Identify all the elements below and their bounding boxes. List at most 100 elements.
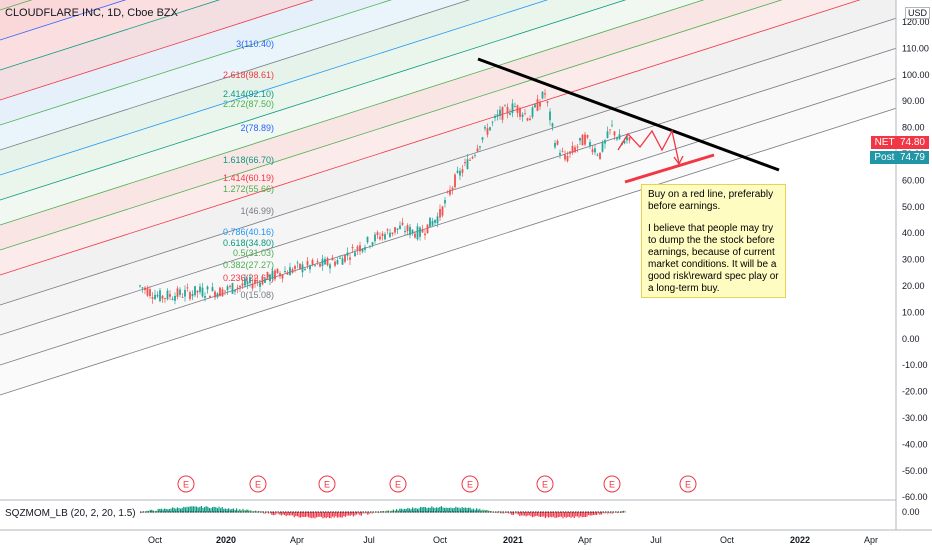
earnings-marker[interactable] bbox=[249, 475, 267, 493]
candle-body bbox=[589, 142, 591, 147]
candle-body bbox=[236, 287, 239, 289]
candle-body bbox=[481, 137, 484, 140]
histogram-bar bbox=[319, 512, 321, 517]
candle-body bbox=[154, 294, 156, 300]
price-axis[interactable]: 120.00110.00100.0090.0080.0070.0060.0050… bbox=[895, 0, 932, 550]
candle-body bbox=[439, 208, 441, 218]
candle-body bbox=[446, 191, 449, 193]
histogram-bar bbox=[404, 508, 406, 513]
indicator-label[interactable]: SQZMOM_LB (20, 2, 20, 1.5) bbox=[5, 508, 136, 519]
earnings-marker[interactable] bbox=[177, 475, 195, 493]
histogram-bar bbox=[175, 508, 177, 513]
histogram-bar bbox=[176, 507, 178, 513]
candle-body bbox=[266, 271, 269, 278]
histogram-bar bbox=[559, 512, 561, 517]
support-line[interactable] bbox=[624, 153, 715, 184]
histogram-bar bbox=[340, 512, 342, 518]
fib-level-label: 2.414(92.10) bbox=[223, 89, 274, 99]
histogram-bar bbox=[474, 509, 476, 513]
currency-label[interactable]: USD bbox=[905, 7, 931, 19]
histogram-bar bbox=[613, 512, 615, 513]
fib-level-label: 1.272(55.66) bbox=[223, 184, 274, 194]
time-axis-label: 2020 bbox=[216, 535, 236, 545]
candle-body bbox=[623, 140, 626, 144]
histogram-bar bbox=[581, 512, 583, 518]
histogram-bar bbox=[458, 507, 460, 513]
text-note[interactable]: Buy on a red line, preferably before ear… bbox=[641, 184, 786, 298]
earnings-marker[interactable] bbox=[461, 475, 479, 493]
candle-body bbox=[586, 135, 589, 138]
candle-body bbox=[294, 265, 296, 270]
histogram-bar bbox=[250, 510, 252, 513]
price-axis-label: 60.00 bbox=[902, 175, 925, 185]
candle-body bbox=[419, 227, 421, 237]
price-axis-label: 90.00 bbox=[902, 96, 925, 106]
histogram-bar bbox=[354, 512, 356, 516]
histogram-bar bbox=[224, 508, 226, 513]
histogram-bar bbox=[527, 512, 529, 516]
candle-body bbox=[334, 261, 336, 266]
trendline[interactable] bbox=[477, 57, 780, 172]
histogram-bar bbox=[264, 512, 266, 515]
histogram-bar bbox=[240, 510, 242, 513]
histogram-bar bbox=[583, 512, 585, 517]
histogram-bar bbox=[146, 510, 148, 513]
candle-body bbox=[234, 290, 236, 292]
fib-level-label: 0.786(40.16) bbox=[223, 227, 274, 237]
histogram-bar bbox=[407, 507, 409, 513]
histogram-bar bbox=[295, 512, 297, 517]
price-axis-label: -10.00 bbox=[902, 360, 928, 370]
histogram-bar bbox=[376, 511, 378, 513]
histogram-bar bbox=[551, 512, 553, 518]
histogram-bar bbox=[279, 512, 281, 515]
histogram-bar bbox=[540, 512, 542, 517]
histogram-bar bbox=[552, 512, 554, 517]
candle-body bbox=[386, 229, 389, 231]
histogram-bar bbox=[396, 508, 398, 513]
candle-body bbox=[559, 152, 561, 155]
candle-body bbox=[628, 137, 631, 141]
candle-body bbox=[609, 129, 611, 131]
last-price-tag: NET 74.80 bbox=[870, 136, 929, 149]
histogram-bar bbox=[599, 512, 601, 515]
candle-body bbox=[286, 272, 289, 275]
candle-body bbox=[336, 260, 339, 264]
histogram-bar bbox=[348, 512, 350, 516]
candle-body bbox=[479, 146, 481, 148]
histogram-bar bbox=[157, 508, 159, 513]
earnings-marker[interactable] bbox=[536, 475, 554, 493]
earnings-marker-label: E bbox=[685, 480, 691, 490]
drawings[interactable] bbox=[477, 57, 780, 184]
candle-body bbox=[461, 169, 464, 173]
earnings-marker[interactable] bbox=[603, 475, 621, 493]
histogram-bar bbox=[480, 510, 482, 513]
histogram-bar bbox=[151, 509, 153, 513]
histogram-bar bbox=[141, 512, 143, 513]
candle-body bbox=[254, 280, 256, 284]
histogram-bar bbox=[394, 510, 396, 513]
price-axis-label: -20.00 bbox=[902, 387, 928, 397]
histogram-bar bbox=[266, 512, 268, 513]
histogram-bar bbox=[308, 512, 310, 518]
candle-body bbox=[599, 152, 601, 159]
histogram-bar bbox=[244, 510, 246, 513]
histogram-bar bbox=[413, 508, 415, 513]
projected-path[interactable] bbox=[617, 129, 680, 164]
histogram-bar bbox=[453, 508, 455, 513]
histogram-bar bbox=[165, 508, 167, 513]
histogram-bar bbox=[317, 512, 319, 517]
candle-body bbox=[459, 170, 461, 176]
time-axis[interactable]: Oct 2020 Apr Jul Oct 2021 Apr Jul Oct 2022 Apr bbox=[0, 529, 932, 545]
candle-body bbox=[426, 224, 429, 233]
histogram-bar bbox=[192, 506, 194, 513]
earnings-marker[interactable] bbox=[389, 475, 407, 493]
histogram-bar bbox=[242, 508, 244, 513]
earnings-marker[interactable] bbox=[318, 475, 336, 493]
earnings-marker[interactable] bbox=[679, 475, 697, 493]
histogram-bar bbox=[392, 509, 394, 513]
candle-body bbox=[404, 230, 406, 233]
note-line-2: I believe that people may try to dump th… bbox=[648, 223, 779, 294]
